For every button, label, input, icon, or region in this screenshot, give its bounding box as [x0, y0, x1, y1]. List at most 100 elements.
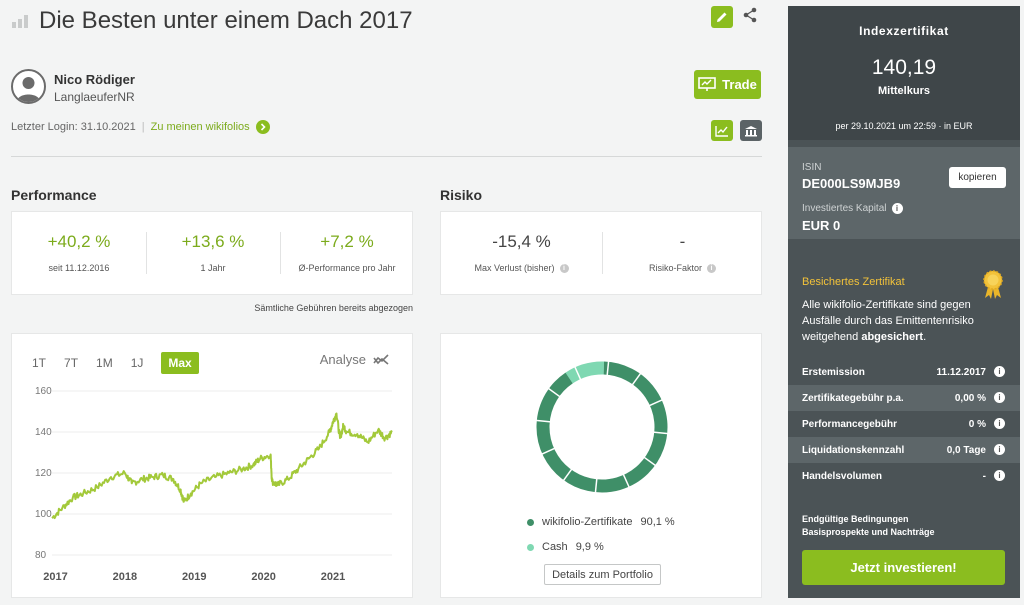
info-icon[interactable]: i: [994, 444, 1005, 455]
performance-label: Ø-Performance pro Jahr: [298, 263, 396, 273]
capital-value: EUR 0: [802, 218, 841, 233]
portfolio-details-button[interactable]: Details zum Portfolio: [544, 564, 661, 585]
risk-card: -15,4 % Max Verlust (bisher) i - Risiko-…: [440, 211, 762, 295]
legend-item-certificates: wikifolio-Zertifikate 90,1 %: [527, 516, 675, 528]
row-key: Performancegebühr: [802, 419, 898, 430]
invest-now-button[interactable]: Jetzt investieren!: [802, 550, 1005, 585]
edit-button[interactable]: [711, 6, 733, 28]
bank-button[interactable]: [740, 120, 762, 141]
portfolio-card: wikifolio-Zertifikate 90,1 % Cash 9,9 % …: [440, 333, 762, 598]
info-icon[interactable]: i: [994, 418, 1005, 429]
donut-gap: [648, 398, 663, 407]
login-row: Letzter Login: 31.10.2021 | Zu meinen wi…: [11, 120, 270, 134]
row-value: 11.12.2017: [936, 367, 987, 378]
prospectus-link[interactable]: Basisprospekte und Nachträge: [802, 527, 935, 537]
performance-average: +7,2 % Ø-Performance pro Jahr: [280, 212, 414, 294]
info-icon[interactable]: i: [559, 263, 569, 273]
legend-name: wikifolio-Zertifikate: [542, 516, 633, 528]
performance-chart[interactable]: 80 100 120 140 160 2017 2018 2019 2020 2021: [12, 384, 412, 594]
row-certificate-fee: Zertifikategebühr p.a. 0,00 % i: [788, 385, 1020, 411]
trade-chart-icon: [698, 77, 716, 91]
x-tick-label: 2019: [182, 571, 206, 583]
portfolio-donut-chart[interactable]: [441, 334, 763, 504]
risk-max-loss: -15,4 % Max Verlust (bisher) i: [441, 212, 602, 294]
analyse-chart-icon: [373, 354, 389, 365]
user-name[interactable]: Nico Rödiger: [54, 72, 135, 87]
bar-chart-icon: [12, 15, 28, 28]
isin-value: DE000LS9MJB9: [802, 176, 901, 191]
divider: [11, 156, 762, 157]
price-value: 140,19: [871, 56, 937, 79]
risk-title: Risiko: [440, 187, 483, 203]
info-icon[interactable]: i: [707, 263, 716, 273]
y-tick-label: 100: [35, 509, 52, 520]
analyse-label: Analyse: [319, 352, 366, 367]
row-value: 0 %: [968, 419, 986, 430]
panel-title: Indexzertifikat: [859, 24, 949, 38]
tab-1m[interactable]: 1M: [96, 356, 113, 370]
medal-icon: [983, 270, 1003, 299]
certificate-panel: Indexzertifikat 140,19 Mittelkurs per 29…: [788, 6, 1020, 598]
legend-dot: [527, 518, 534, 526]
row-value: 0,0 Tage: [946, 445, 986, 456]
legend-name: Cash: [542, 541, 568, 553]
donut-slice: [536, 361, 668, 493]
donut-gap: [541, 447, 556, 456]
chart-view-button[interactable]: [711, 120, 733, 141]
user-handle[interactable]: LanglaeuferNR: [54, 90, 135, 104]
y-tick-label: 120: [35, 468, 52, 479]
row-performance-fee: Performancegebühr 0 % i: [788, 411, 1020, 437]
page-title: Die Besten unter einem Dach 2017: [39, 7, 413, 34]
user-icon: [17, 77, 40, 102]
avatar[interactable]: [11, 69, 46, 104]
y-tick-label: 80: [35, 550, 47, 561]
donut-gap: [535, 419, 551, 423]
separator: [146, 232, 147, 274]
risk-value: -: [679, 232, 686, 251]
donut-gap: [622, 473, 631, 488]
info-icon[interactable]: i: [994, 366, 1005, 377]
my-wikifolios-link[interactable]: Zu meinen wikifolios: [150, 121, 250, 133]
trade-button[interactable]: Trade: [694, 70, 761, 99]
donut-gap: [643, 456, 657, 467]
row-trading-volume: Handelsvolumen - i: [788, 463, 1020, 489]
secured-text-end: .: [923, 331, 927, 343]
copy-isin-button[interactable]: kopieren: [949, 167, 1006, 188]
separator: [280, 232, 281, 274]
x-tick-label: 2017: [43, 571, 67, 583]
arrow-right-icon[interactable]: [255, 120, 270, 134]
row-value: -: [982, 471, 986, 482]
line-chart-icon: [715, 125, 728, 137]
separator: [602, 232, 603, 274]
performance-value: +13,6 %: [181, 232, 245, 251]
tab-max[interactable]: Max: [161, 352, 199, 374]
donut-gap: [594, 478, 598, 494]
secured-text-part: Alle wikifolio-Zertifikate sind gegen Au…: [802, 299, 974, 343]
risk-label-row: Risiko-Faktor i: [649, 263, 716, 273]
pencil-icon: [717, 12, 727, 22]
last-login: Letzter Login: 31.10.2021: [11, 121, 136, 133]
secured-text-bold: abgesichert: [861, 331, 924, 343]
bank-icon: [745, 125, 757, 136]
final-terms-link[interactable]: Endgültige Bedingungen: [802, 514, 909, 524]
info-icon[interactable]: i: [994, 392, 1005, 403]
share-icon[interactable]: [743, 7, 757, 23]
analyse-button[interactable]: Analyse: [320, 352, 390, 367]
row-key: Zertifikategebühr p.a.: [802, 393, 904, 404]
tab-1t[interactable]: 1T: [32, 356, 47, 370]
price-box: Indexzertifikat 140,19 Mittelkurs per 29…: [788, 6, 1020, 140]
performance-title: Performance: [11, 187, 97, 203]
y-tick-label: 140: [35, 427, 52, 438]
tab-7t[interactable]: 7T: [64, 356, 79, 370]
row-value: 0,00 %: [954, 393, 986, 404]
legend-item-cash: Cash 9,9 %: [527, 541, 604, 553]
x-tick-label: 2018: [113, 571, 137, 583]
performance-card: +40,2 % seit 11.12.2016 +13,6 % 1 Jahr +…: [11, 211, 413, 295]
info-icon[interactable]: i: [891, 203, 903, 214]
row-key: Erstemission: [802, 367, 865, 378]
fees-note: Sämtliche Gebühren bereits abgezogen: [254, 303, 413, 313]
tab-1j[interactable]: 1J: [130, 356, 144, 370]
chart-card: 1T 7T 1M 1J Max Analyse 80 100 120 140 160 20…: [11, 333, 413, 598]
info-icon[interactable]: i: [994, 470, 1005, 481]
legend-value: 90,1 %: [640, 516, 675, 528]
